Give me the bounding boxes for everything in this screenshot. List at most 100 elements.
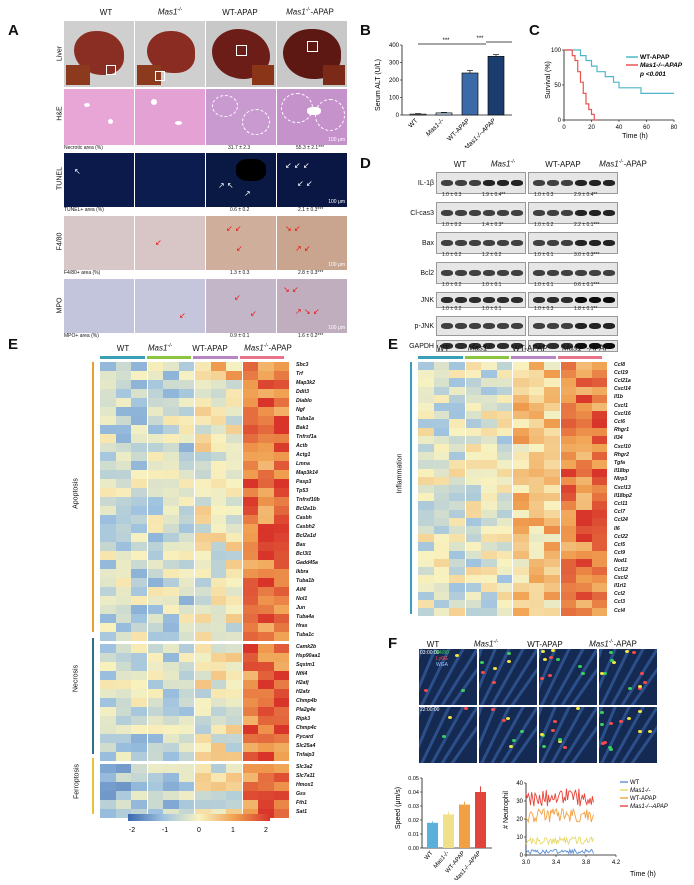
panel-label-f: F xyxy=(388,635,398,652)
hm1-bar-ferroptosis xyxy=(92,758,94,814)
panel-label-d: D xyxy=(360,155,371,172)
c-xtick-label: 60 xyxy=(643,125,650,131)
intravital-image xyxy=(598,706,658,764)
d-blot xyxy=(436,232,526,254)
hm-gene-label: Nlrp3 xyxy=(614,476,628,483)
he-image-wt-apap xyxy=(205,88,277,146)
c-series-line xyxy=(564,49,597,121)
f-bar-ytick-label: 0.05 xyxy=(408,776,419,782)
hm2-bar xyxy=(410,362,412,614)
hm-gene-label: Ccl12 xyxy=(614,566,628,573)
f-legend-f480: F4/80 xyxy=(436,650,449,656)
b-xtick-label: WT-APAP xyxy=(446,117,471,142)
hm-gene-label: Pla2g4e xyxy=(296,706,316,713)
f-bar-ytick-label: 0.04 xyxy=(408,790,419,796)
b-sig-1: *** xyxy=(442,38,450,44)
d-quant-value: 1.2 ± 0.2 xyxy=(482,252,502,258)
liver-photo-wt xyxy=(63,20,135,88)
f-col-wt: WT xyxy=(426,640,440,649)
hm-gene-label: Tp53 xyxy=(296,487,309,494)
hm-gene-label: Gadd45a xyxy=(296,559,318,566)
d-quant-value: 1.0 ± 0.2 xyxy=(534,222,554,228)
hm-gene-label: Casbh xyxy=(296,514,312,521)
f480-image-mas1: ↙ xyxy=(134,215,206,271)
d-col-mas1-apap: Mas1-/--APAP xyxy=(599,159,647,169)
e1-col-mas1: Mas1-/- xyxy=(147,343,173,353)
cbar-tick-0: -2 xyxy=(129,827,135,834)
c-xtick-label: 20 xyxy=(588,125,595,131)
hm-gene-label: Chmp4b xyxy=(296,697,317,704)
hm-gene-label: H2afz xyxy=(296,688,310,695)
d-blot xyxy=(528,292,618,308)
intravital-image xyxy=(478,706,538,764)
d-protein-label: IL-1β xyxy=(417,180,434,187)
hm1-bar-necrosis xyxy=(92,638,94,754)
f-line-ytick-label: 0 xyxy=(520,853,524,859)
hm-gene-label: Slc25a4 xyxy=(296,742,316,749)
hm-gene-label: Ccl3 xyxy=(614,599,625,606)
f-line-series xyxy=(525,788,594,807)
hm-gene-label: Rhgr2 xyxy=(614,451,629,458)
hm-gene-label: Sat1 xyxy=(296,808,307,815)
c-ylabel: Survival (%) xyxy=(545,61,552,99)
d-protein-label: p-JNK xyxy=(414,323,434,330)
hm-gene-label: Tnfrsf1a xyxy=(296,433,317,440)
hm-gene-label: Lmna xyxy=(296,460,310,467)
col-mas1: Mas1-/- xyxy=(157,7,183,17)
f-line-legend-label: Mas1-/- xyxy=(630,788,650,794)
b-bar xyxy=(461,72,479,116)
f-bar-xtick-label: WT xyxy=(424,850,435,861)
tunel-image-mas1 xyxy=(134,152,206,208)
hm-gene-label: Il18bp2 xyxy=(614,492,632,499)
hm-gene-label: Il18bp xyxy=(614,468,629,475)
d-blot xyxy=(528,172,618,194)
f-bar-ytick-label: 0.02 xyxy=(408,818,419,824)
hm-group-bar xyxy=(464,356,509,359)
hm-gene-label: Tnfrsf10b xyxy=(296,496,320,503)
hm-gene-label: Nfil4 xyxy=(296,670,308,677)
hm-group-bar xyxy=(511,356,556,359)
e2-col-mas1: Mas1-/- xyxy=(467,343,493,353)
d-quant-value: 1.0 ± 0.1 xyxy=(534,282,554,288)
d-protein-label: Bcl2 xyxy=(420,270,434,277)
intravital-image xyxy=(418,706,478,764)
cbar-tick-2: 0 xyxy=(197,827,201,834)
f-legend-wga: WGA xyxy=(436,662,448,668)
f-bar-ytick-label: 0.01 xyxy=(408,832,419,838)
c-ytick-label: 100 xyxy=(551,48,562,54)
d-quant-value: 3.0 ± 0.3*** xyxy=(574,252,600,258)
liver-photo-mas1 xyxy=(134,20,206,88)
hm-gene-label: Tuba4a xyxy=(296,613,315,620)
d-quant-value: 1.0 ± 0.1 xyxy=(482,282,502,288)
f-bar-ytick-label: 0.00 xyxy=(408,846,419,852)
b-xtick-label: Mas1-/- xyxy=(425,117,446,138)
hm-gene-label: Gss xyxy=(296,790,306,797)
hm-gene-label: Slc3a2 xyxy=(296,763,313,770)
d-blot xyxy=(528,232,618,254)
hm-gene-label: Chmp4c xyxy=(296,724,317,731)
f-bar-rect xyxy=(459,804,470,848)
panel-label-a: A xyxy=(8,22,19,39)
he-image-mas1 xyxy=(134,88,206,146)
c-series-line xyxy=(564,49,674,94)
f-bar-rect xyxy=(427,822,438,848)
hm-gene-label: Ccl8 xyxy=(614,361,625,368)
he-value-wt-apap: 31.7 ± 2.3 xyxy=(228,145,251,151)
hm1-cat-apoptosis: Apoptosis xyxy=(72,478,80,509)
hm-gene-label: Pycard xyxy=(296,733,314,740)
f-col-mas1: Mas1-/- xyxy=(473,639,499,649)
f480-value-wt-apap: 1.3 ± 0.3 xyxy=(230,270,250,276)
hm-gene-label: Sqstm1 xyxy=(296,661,315,668)
hm-gene-label: Casbh2 xyxy=(296,523,315,530)
f480-image-wt-apap: ↙ ↙ ↙ xyxy=(205,215,277,271)
hm-gene-label: Hsp90aa1 xyxy=(296,652,321,659)
e2-col-wt-apap: WT-APAP xyxy=(512,344,548,353)
hm-gene-label: Diablo xyxy=(296,397,312,404)
hm-gene-label: Il6 xyxy=(614,525,620,532)
intravital-image xyxy=(598,648,658,706)
tunel-image-wt: ↖ xyxy=(63,152,135,208)
f480-image-mas1-apap: ↘ ↙ ↗ ↙ 100 μm xyxy=(276,215,348,271)
tunel-value-mas1-apap: 2.1 ± 0.3*** xyxy=(298,207,324,213)
f-legend-ly6g: Ly6G xyxy=(436,656,448,662)
mpo-image-wt xyxy=(63,278,135,334)
